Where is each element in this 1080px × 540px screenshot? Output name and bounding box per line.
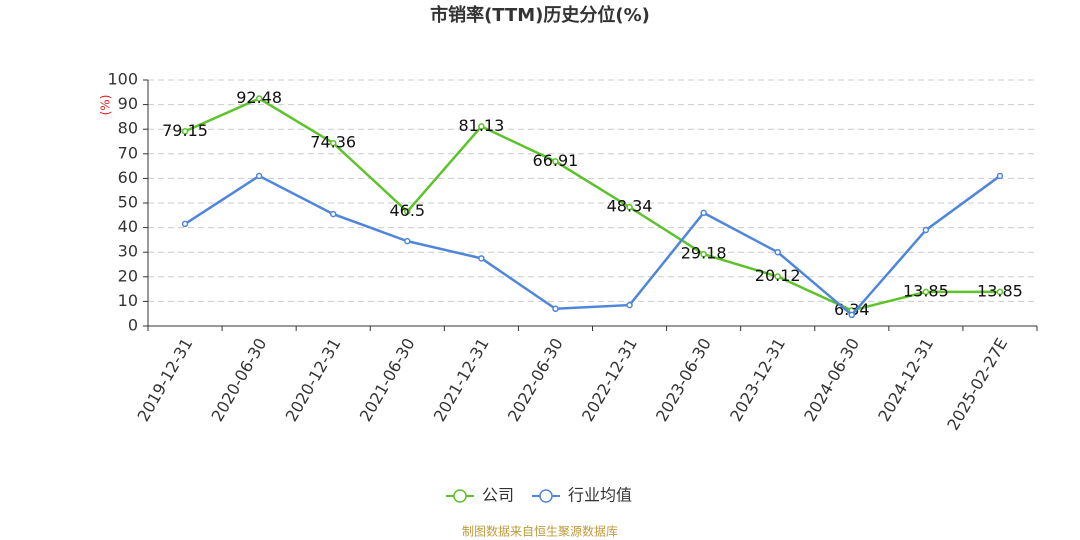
x-tick-label: 2019-12-31 [133,335,196,425]
y-tick-label: 40 [118,217,138,236]
data-label: 13.85 [977,281,1023,300]
x-tick-label: 2022-12-31 [578,335,641,425]
y-tick-label: 30 [118,242,138,261]
x-tick-label: 2021-06-30 [356,335,419,425]
series-line [184,97,1000,312]
y-tick-label: 100 [107,70,138,89]
data-point [700,209,707,217]
y-tick-label: 60 [118,168,138,187]
data-point [181,128,189,135]
data-label: 81.13 [458,116,504,135]
data-point [552,158,559,165]
data-point [922,288,930,296]
x-tick-label: 2020-06-30 [208,335,271,425]
x-tick-label: 2020-12-31 [282,335,345,425]
legend-marker [453,489,467,503]
data-label: 46.5 [389,201,425,220]
x-tick-label: 2023-06-30 [652,335,715,425]
legend-label: 公司 [482,486,514,505]
data-point [478,255,485,262]
data-point [255,95,263,102]
legend-label: 行业均值 [568,486,632,505]
data-point [181,220,189,228]
data-label: 48.34 [607,197,653,216]
data-point [329,210,337,218]
data-point [922,226,930,234]
data-point [255,172,263,180]
data-point [996,288,1004,296]
x-tick-label: 2024-12-31 [874,335,937,425]
data-point [774,273,781,280]
data-label: 92.48 [236,88,282,107]
y-tick-label: 90 [118,94,138,113]
data-point [329,139,337,147]
data-label: 13.85 [903,281,949,300]
x-tick-label: 2022-06-30 [504,335,567,425]
data-label: 79.15 [162,121,208,140]
y-tick-label: 50 [118,193,138,212]
x-tick-label: 2024-06-30 [800,335,863,425]
data-point [404,208,411,215]
y-tick-label: 70 [118,143,138,162]
y-tick-label: 0 [128,316,138,335]
legend-marker [539,489,553,503]
y-tick-label: 10 [118,291,138,310]
series-line [184,174,1001,317]
data-point [552,305,559,313]
data-point [626,301,633,309]
x-tick-label: 2025-02-27E [943,335,1011,434]
y-tick-label: 80 [118,119,138,138]
data-point [626,203,633,211]
data-label: 29.18 [681,244,727,263]
y-tick-label: 20 [118,266,138,285]
data-point [996,172,1004,180]
data-point [700,250,707,258]
data-label: 20.12 [755,266,801,285]
chart-title: 市销率(TTM)历史分位(%) [430,4,650,26]
data-point [848,311,856,319]
source-note: 制图数据来自恒生聚源数据库 [462,524,618,539]
data-label: 66.91 [533,151,579,170]
x-tick-label: 2023-12-31 [726,335,789,425]
x-tick-label: 2021-12-31 [430,335,493,425]
data-point [404,237,411,245]
data-point [478,123,485,130]
data-label: 74.36 [310,133,356,152]
data-point [774,248,781,256]
y-axis-label: (%) [99,95,113,116]
